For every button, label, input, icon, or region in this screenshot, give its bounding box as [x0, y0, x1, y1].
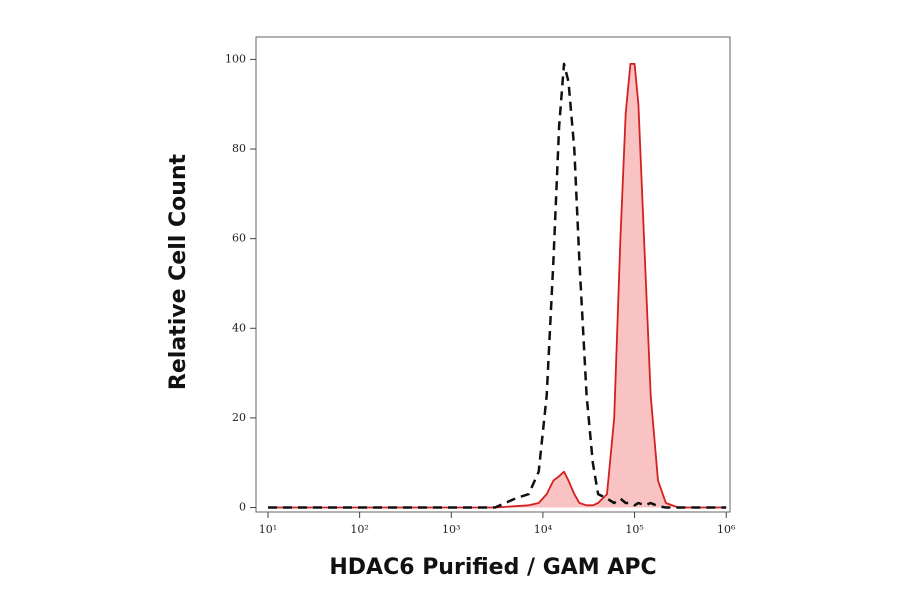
x-axis-label: HDAC6 Purified / GAM APC — [329, 555, 656, 580]
x-tick-label: 10⁴ — [534, 523, 553, 536]
x-tick-label: 10³ — [442, 523, 460, 536]
y-tick-label: 100 — [225, 52, 246, 65]
y-tick-label: 40 — [232, 321, 246, 334]
y-tick-label: 20 — [232, 411, 246, 424]
x-tick-label: 10⁵ — [625, 523, 643, 536]
histogram-line — [268, 63, 727, 509]
x-tick-label: 10² — [350, 523, 368, 536]
y-axis-label: Relative Cell Count — [166, 153, 191, 390]
y-tick-label: 60 — [232, 232, 246, 245]
y-tick-label: 80 — [232, 142, 246, 155]
y-tick-label: 0 — [239, 501, 246, 514]
histogram-fill — [267, 63, 727, 508]
x-tick-label: 10⁶ — [717, 523, 736, 536]
plot-frame — [255, 36, 731, 513]
histogram-line — [268, 62, 727, 509]
x-tick-label: 10¹ — [259, 523, 277, 536]
